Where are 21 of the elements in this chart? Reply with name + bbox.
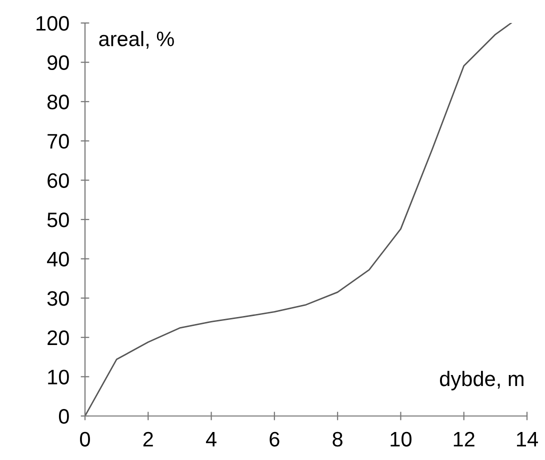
y-tick-label: 10 bbox=[48, 370, 69, 384]
y-tick-label: 80 bbox=[47, 94, 69, 110]
x-tick-label: 2 bbox=[143, 432, 153, 446]
y-tick-label: 70 bbox=[48, 134, 69, 149]
y-tick-label: 50 bbox=[47, 212, 69, 228]
y-tick-label: 100 bbox=[36, 16, 69, 31]
x-tick-label: 4 bbox=[206, 432, 216, 446]
y-tick-label: 20 bbox=[48, 330, 69, 346]
y-tick-label: 40 bbox=[47, 252, 69, 267]
y-tick-label: 90 bbox=[48, 55, 69, 70]
y-tick-label: 60 bbox=[48, 173, 69, 188]
x-tick-label: 8 bbox=[332, 432, 342, 447]
x-tick-label: 14 bbox=[517, 432, 538, 446]
x-tick-label: 0 bbox=[80, 432, 90, 447]
x-tick-label: 10 bbox=[390, 432, 412, 447]
y-axis-title: areal, % bbox=[99, 30, 174, 49]
x-tick-label: 12 bbox=[454, 432, 474, 446]
x-tick-label: 6 bbox=[270, 432, 280, 447]
y-tick-label: 30 bbox=[47, 291, 69, 306]
x-axis-title: dybde, m bbox=[440, 370, 524, 390]
y-tick-label: 0 bbox=[58, 409, 69, 424]
